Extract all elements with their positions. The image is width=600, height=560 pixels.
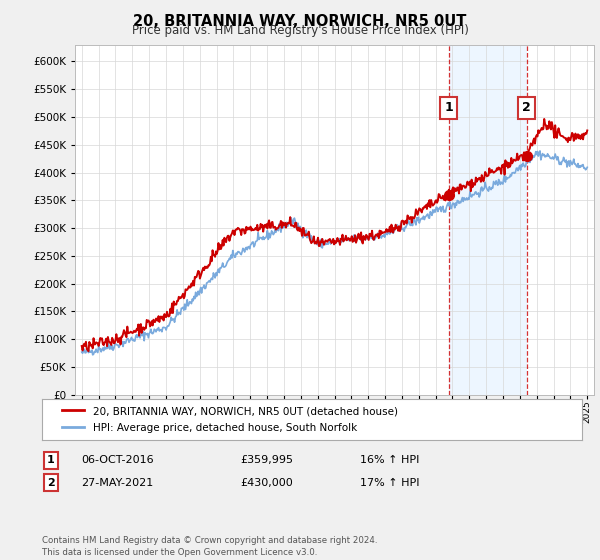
Text: £359,995: £359,995 — [240, 455, 293, 465]
Text: 20, BRITANNIA WAY, NORWICH, NR5 0UT: 20, BRITANNIA WAY, NORWICH, NR5 0UT — [133, 14, 467, 29]
Text: 1: 1 — [444, 101, 453, 114]
Text: £430,000: £430,000 — [240, 478, 293, 488]
Text: 2: 2 — [522, 101, 531, 114]
Legend: 20, BRITANNIA WAY, NORWICH, NR5 0UT (detached house), HPI: Average price, detach: 20, BRITANNIA WAY, NORWICH, NR5 0UT (det… — [55, 400, 404, 439]
Bar — [449, 45, 527, 395]
Text: 27-MAY-2021: 27-MAY-2021 — [81, 478, 153, 488]
Text: 17% ↑ HPI: 17% ↑ HPI — [360, 478, 419, 488]
Text: 1: 1 — [47, 455, 55, 465]
Text: 16% ↑ HPI: 16% ↑ HPI — [360, 455, 419, 465]
Text: Contains HM Land Registry data © Crown copyright and database right 2024.
This d: Contains HM Land Registry data © Crown c… — [42, 536, 377, 557]
Text: 2: 2 — [47, 478, 55, 488]
Text: Price paid vs. HM Land Registry's House Price Index (HPI): Price paid vs. HM Land Registry's House … — [131, 24, 469, 37]
Text: 06-OCT-2016: 06-OCT-2016 — [81, 455, 154, 465]
